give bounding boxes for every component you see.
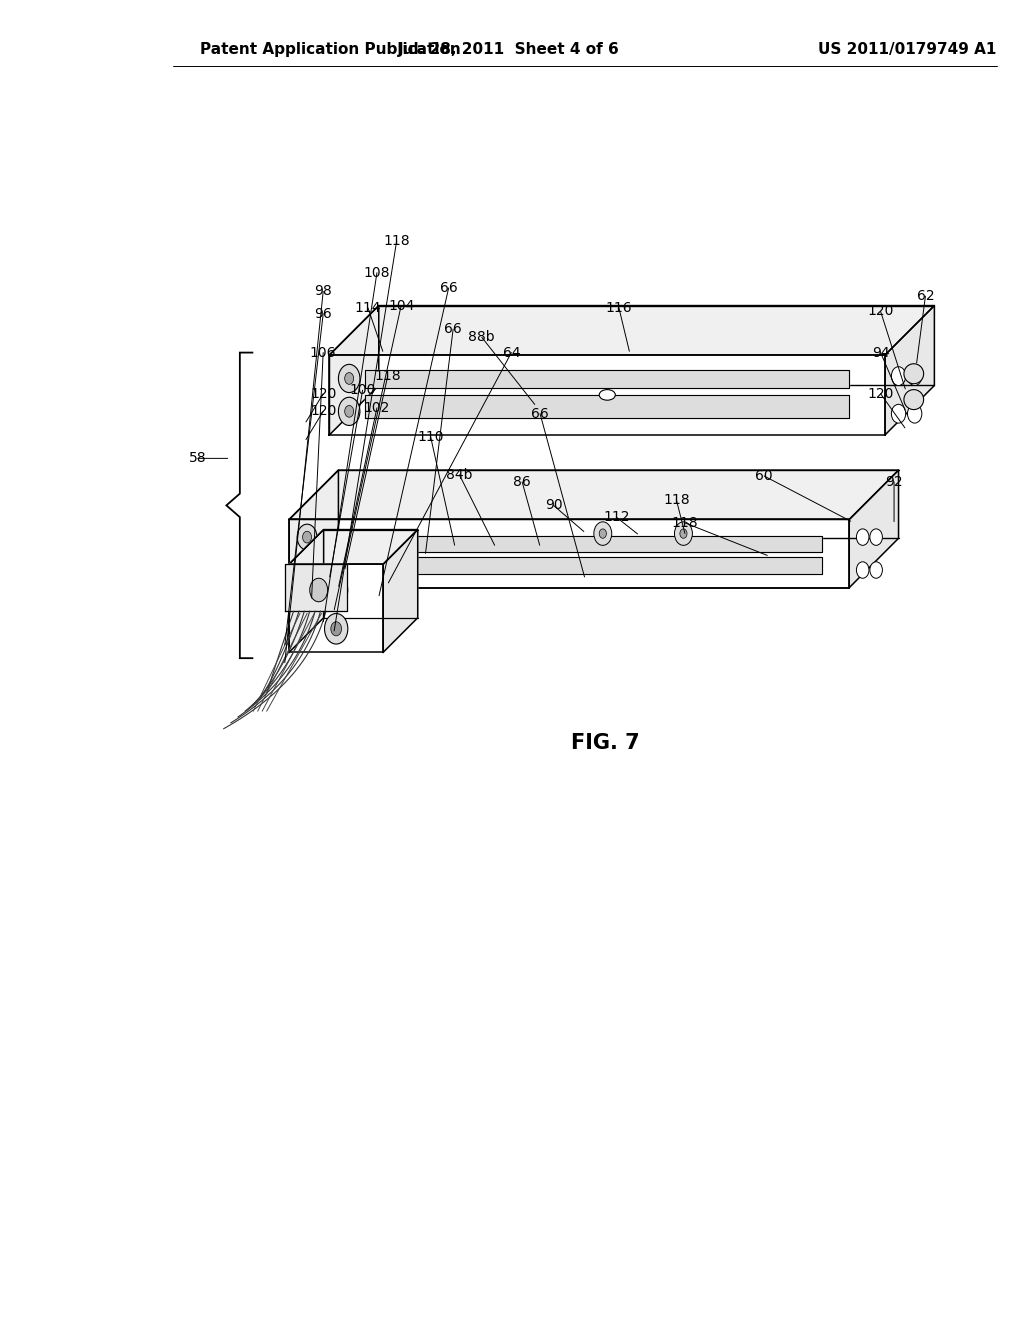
Circle shape	[325, 574, 348, 606]
Text: 100: 100	[349, 383, 376, 397]
Polygon shape	[366, 370, 849, 388]
Text: 88b: 88b	[469, 330, 496, 345]
Circle shape	[338, 397, 359, 425]
Text: 120: 120	[867, 305, 894, 318]
Circle shape	[338, 364, 359, 392]
Polygon shape	[366, 395, 849, 418]
Polygon shape	[289, 470, 338, 587]
Text: 94: 94	[871, 346, 890, 359]
Text: 66: 66	[444, 322, 462, 337]
Polygon shape	[325, 536, 822, 552]
Text: 98: 98	[314, 285, 332, 298]
Text: 118: 118	[375, 370, 401, 383]
Text: FIG. 7: FIG. 7	[571, 733, 640, 752]
Circle shape	[599, 529, 606, 539]
Text: 120: 120	[310, 387, 336, 401]
Text: 120: 120	[310, 404, 336, 418]
Polygon shape	[289, 520, 849, 587]
Circle shape	[325, 614, 348, 644]
Text: 120: 120	[867, 387, 894, 401]
Text: 102: 102	[364, 401, 390, 414]
Text: 66: 66	[531, 407, 549, 421]
Text: 114: 114	[354, 301, 381, 315]
Text: 118: 118	[672, 516, 698, 531]
Text: 60: 60	[756, 469, 773, 483]
Circle shape	[680, 529, 687, 539]
Polygon shape	[885, 305, 934, 434]
Text: 58: 58	[188, 451, 207, 466]
Text: 92: 92	[885, 475, 903, 488]
Text: 116: 116	[605, 301, 632, 315]
Polygon shape	[289, 564, 383, 652]
Text: 104: 104	[388, 298, 415, 313]
Polygon shape	[330, 355, 885, 434]
Circle shape	[869, 529, 883, 545]
Circle shape	[856, 529, 869, 545]
Circle shape	[907, 367, 922, 385]
Polygon shape	[289, 529, 418, 564]
Circle shape	[309, 578, 328, 602]
Text: Jul. 28, 2011  Sheet 4 of 6: Jul. 28, 2011 Sheet 4 of 6	[397, 42, 620, 57]
Circle shape	[302, 531, 311, 543]
Circle shape	[331, 622, 342, 636]
Text: 112: 112	[603, 510, 630, 524]
Text: US 2011/0179749 A1: US 2011/0179749 A1	[818, 42, 996, 57]
Text: 106: 106	[310, 346, 337, 359]
Ellipse shape	[904, 364, 924, 384]
Text: 118: 118	[383, 234, 410, 248]
Polygon shape	[289, 470, 898, 520]
Circle shape	[302, 564, 311, 576]
Polygon shape	[330, 305, 934, 355]
Polygon shape	[285, 564, 347, 611]
Circle shape	[345, 372, 353, 384]
Text: Patent Application Publication: Patent Application Publication	[200, 42, 460, 57]
Polygon shape	[289, 529, 324, 652]
Circle shape	[331, 583, 342, 597]
Text: 118: 118	[663, 492, 689, 507]
Ellipse shape	[599, 389, 615, 400]
Text: 64: 64	[503, 346, 520, 359]
Circle shape	[856, 562, 869, 578]
Polygon shape	[330, 305, 379, 434]
Text: 96: 96	[314, 306, 332, 321]
Polygon shape	[383, 529, 418, 652]
Text: 110: 110	[418, 430, 444, 445]
Circle shape	[297, 557, 316, 583]
Ellipse shape	[904, 389, 924, 409]
Text: 66: 66	[439, 281, 458, 294]
Circle shape	[907, 404, 922, 424]
Circle shape	[297, 524, 316, 550]
Circle shape	[594, 521, 611, 545]
Polygon shape	[849, 470, 898, 587]
Text: 86: 86	[513, 475, 531, 488]
Text: 62: 62	[916, 289, 934, 304]
Text: 84b: 84b	[446, 467, 473, 482]
Text: 108: 108	[364, 265, 390, 280]
Circle shape	[869, 562, 883, 578]
Circle shape	[675, 521, 692, 545]
Text: 90: 90	[545, 499, 562, 512]
Circle shape	[891, 367, 905, 385]
Circle shape	[891, 404, 905, 424]
Circle shape	[345, 405, 353, 417]
Polygon shape	[325, 557, 822, 574]
